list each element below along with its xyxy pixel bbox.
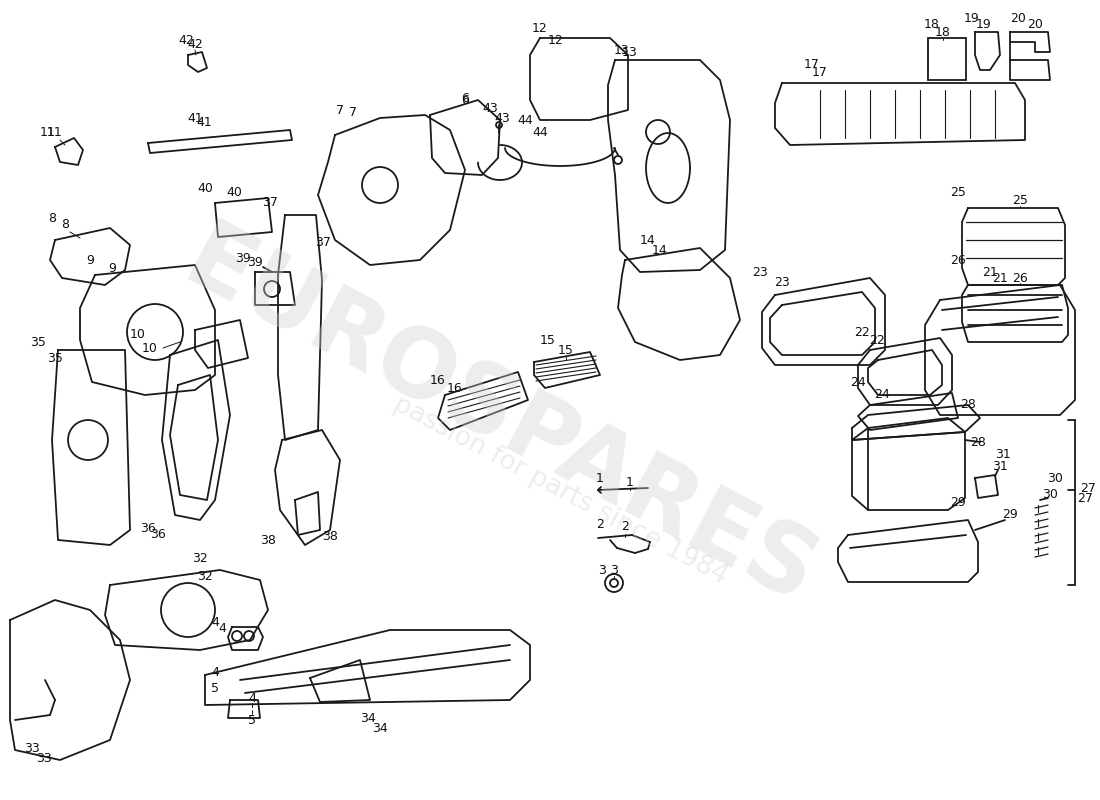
Text: 13: 13 — [623, 46, 638, 58]
Text: 15: 15 — [540, 334, 556, 346]
Text: 30: 30 — [1047, 471, 1063, 485]
Text: 44: 44 — [517, 114, 532, 126]
Text: 26: 26 — [950, 254, 966, 266]
Text: 18: 18 — [935, 26, 950, 38]
Text: 16: 16 — [430, 374, 446, 386]
Text: 27: 27 — [1077, 491, 1093, 505]
Text: 26: 26 — [1012, 271, 1027, 285]
Text: 17: 17 — [812, 66, 828, 79]
Text: 33: 33 — [36, 751, 52, 765]
Text: 43: 43 — [494, 111, 510, 125]
Text: 16: 16 — [447, 382, 463, 394]
Text: 4: 4 — [211, 615, 219, 629]
Text: 22: 22 — [869, 334, 884, 346]
Text: 10: 10 — [142, 342, 158, 354]
Bar — [928, 38, 966, 80]
Text: 28: 28 — [960, 398, 976, 411]
Text: 23: 23 — [752, 266, 768, 278]
Text: 39: 39 — [235, 251, 251, 265]
Text: 2: 2 — [596, 518, 604, 530]
Text: 40: 40 — [197, 182, 213, 194]
Text: 11: 11 — [40, 126, 56, 138]
Text: 44: 44 — [532, 126, 548, 138]
Text: 8: 8 — [48, 211, 56, 225]
Text: 42: 42 — [187, 38, 202, 50]
Text: 27: 27 — [1080, 482, 1096, 494]
Text: 38: 38 — [322, 530, 338, 542]
Text: 39: 39 — [248, 255, 263, 269]
Text: 4: 4 — [211, 666, 219, 679]
Text: 20: 20 — [1010, 11, 1026, 25]
Text: 33: 33 — [24, 742, 40, 754]
Text: 21: 21 — [982, 266, 998, 278]
Text: 31: 31 — [996, 449, 1011, 462]
Text: 1: 1 — [626, 475, 634, 489]
Text: 37: 37 — [315, 237, 331, 250]
Text: 12: 12 — [532, 22, 548, 34]
Text: 5: 5 — [211, 682, 219, 694]
Text: 8: 8 — [60, 218, 69, 231]
Text: 3: 3 — [598, 563, 606, 577]
Text: 23: 23 — [774, 277, 790, 290]
Text: 22: 22 — [854, 326, 870, 338]
Text: 25: 25 — [950, 186, 966, 198]
Text: 17: 17 — [804, 58, 820, 71]
Text: 42: 42 — [178, 34, 194, 46]
Text: 29: 29 — [950, 495, 966, 509]
Text: 25: 25 — [1012, 194, 1027, 206]
Text: 34: 34 — [360, 711, 376, 725]
Text: 4: 4 — [249, 691, 256, 705]
Text: 2: 2 — [621, 521, 629, 534]
Text: 5: 5 — [248, 714, 256, 726]
Text: 29: 29 — [1002, 509, 1018, 522]
Text: 40: 40 — [227, 186, 242, 199]
Text: 13: 13 — [614, 43, 630, 57]
Text: 9: 9 — [108, 262, 115, 274]
Text: 6: 6 — [461, 94, 469, 106]
Text: 14: 14 — [652, 243, 668, 257]
Text: 9: 9 — [86, 254, 94, 266]
Text: 19: 19 — [964, 11, 980, 25]
Text: 1: 1 — [596, 471, 604, 485]
Text: 19: 19 — [976, 18, 992, 30]
Text: 7: 7 — [336, 103, 344, 117]
Text: 6: 6 — [461, 91, 469, 105]
Text: 10: 10 — [130, 329, 146, 342]
Text: 24: 24 — [874, 389, 890, 402]
Text: 28: 28 — [970, 435, 986, 449]
Text: 15: 15 — [558, 343, 574, 357]
Text: EUROSPARES: EUROSPARES — [169, 215, 832, 625]
Text: 36: 36 — [140, 522, 156, 534]
Text: 11: 11 — [47, 126, 63, 139]
Text: 32: 32 — [197, 570, 213, 583]
Text: 37: 37 — [262, 195, 278, 209]
Text: 7: 7 — [349, 106, 358, 118]
Text: 43: 43 — [482, 102, 498, 114]
Text: 35: 35 — [30, 335, 46, 349]
Text: 20: 20 — [1027, 18, 1043, 30]
Text: 30: 30 — [1042, 489, 1058, 502]
Text: 14: 14 — [640, 234, 656, 246]
Text: 41: 41 — [196, 115, 212, 129]
Text: 3: 3 — [610, 563, 618, 577]
Text: 21: 21 — [992, 271, 1008, 285]
Text: 38: 38 — [260, 534, 276, 546]
Text: 24: 24 — [850, 375, 866, 389]
Text: 4: 4 — [218, 622, 226, 634]
Text: 12: 12 — [548, 34, 564, 46]
Text: passion for parts since 1984: passion for parts since 1984 — [388, 390, 732, 590]
Text: 31: 31 — [992, 461, 1008, 474]
Text: 41: 41 — [187, 111, 202, 125]
Text: 35: 35 — [47, 351, 63, 365]
Text: 34: 34 — [372, 722, 388, 734]
Text: 32: 32 — [192, 551, 208, 565]
Text: 18: 18 — [924, 18, 939, 30]
Text: 36: 36 — [150, 529, 166, 542]
